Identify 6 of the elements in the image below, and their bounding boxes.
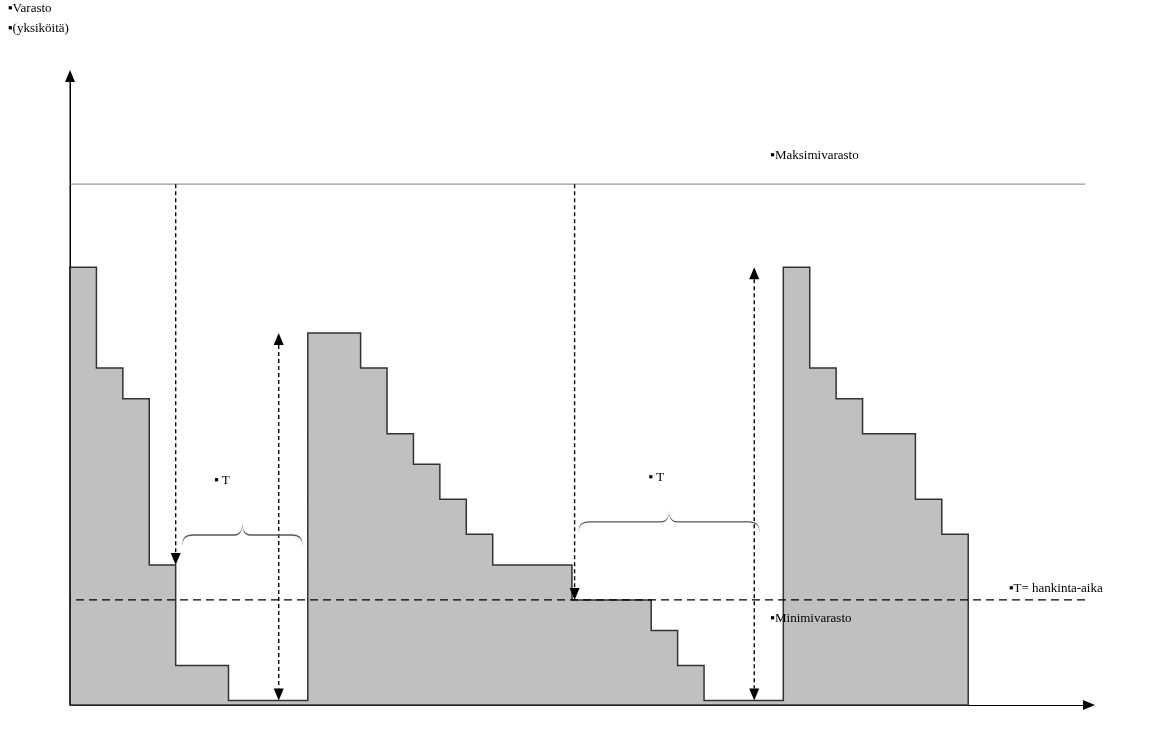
annotation: ▪ T — [214, 472, 230, 487]
text: ▪T= hankinta-aika — [1008, 579, 1103, 595]
annotation: ▪ T — [648, 468, 665, 484]
text: ▪(yksiköitä) — [8, 20, 69, 35]
text: ▪Varasto — [8, 0, 52, 15]
ref-line-label: ▪Maksimivarasto — [770, 147, 859, 163]
